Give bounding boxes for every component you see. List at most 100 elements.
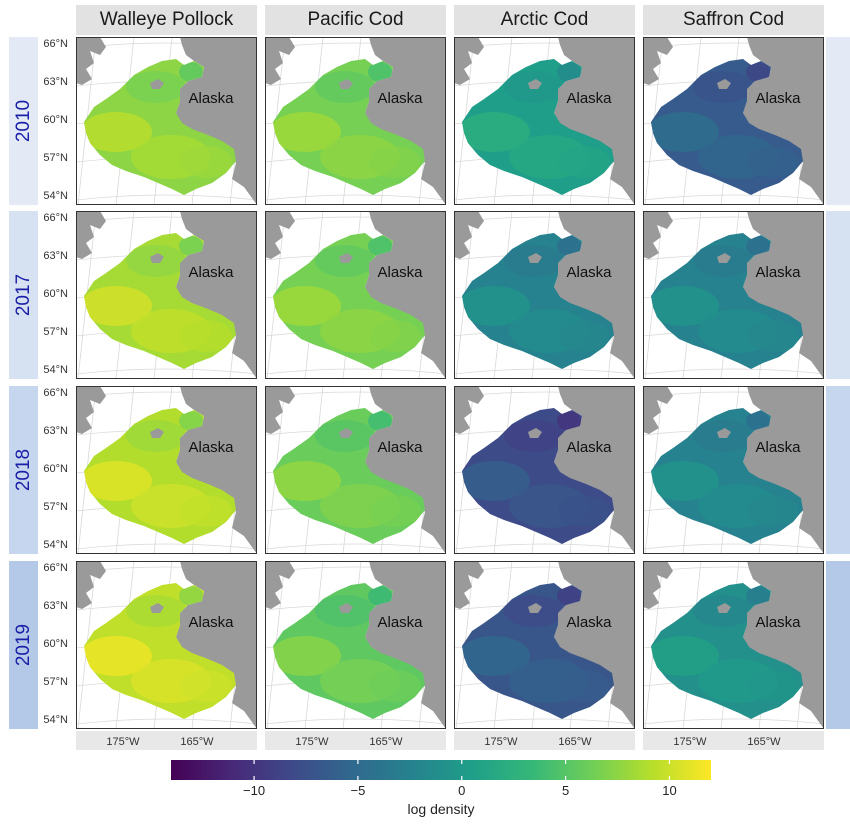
map-canvas: Alaska bbox=[265, 561, 446, 729]
alaska-landmass bbox=[743, 561, 824, 729]
density-patch bbox=[180, 670, 232, 702]
density-patch bbox=[651, 461, 719, 501]
russia-landmass bbox=[76, 386, 106, 434]
density-patch bbox=[747, 146, 799, 178]
lat-tick-label: 60°N bbox=[43, 463, 68, 475]
russia-landmass bbox=[643, 386, 673, 434]
lat-tick-label: 54°N bbox=[43, 539, 68, 551]
density-patch bbox=[746, 411, 770, 431]
column-header-saffron-cod: Saffron Cod bbox=[643, 5, 824, 35]
panel-border bbox=[265, 37, 446, 205]
density-patch bbox=[369, 495, 421, 527]
panel-border bbox=[76, 561, 257, 729]
alaska-label: Alaska bbox=[755, 439, 801, 456]
colorbar-tick-label: −5 bbox=[350, 783, 366, 798]
x-axis-band bbox=[643, 731, 824, 750]
lat-tick-label: 66°N bbox=[43, 38, 68, 50]
lat-tick-label: 60°N bbox=[43, 288, 68, 300]
alaska-landmass bbox=[365, 561, 446, 729]
row-header-2018: 2018 bbox=[9, 386, 38, 554]
map-canvas: Alaska bbox=[265, 211, 446, 379]
density-patch bbox=[273, 112, 341, 152]
map-panel-pacific-cod-2018: Alaska bbox=[265, 386, 446, 554]
x-axis-band bbox=[76, 731, 257, 750]
island bbox=[528, 253, 542, 263]
lat-tick-label: 54°N bbox=[43, 190, 68, 202]
map-canvas: Alaska bbox=[643, 37, 824, 205]
density-patch bbox=[179, 62, 203, 82]
panel-border bbox=[643, 37, 824, 205]
map-panel-walleye-pollock-2017: Alaska bbox=[76, 211, 257, 379]
map-canvas: Alaska bbox=[265, 386, 446, 554]
alaska-label: Alaska bbox=[377, 439, 423, 456]
density-patch bbox=[84, 636, 152, 676]
lat-tick-label: 54°N bbox=[43, 364, 68, 376]
panel-border bbox=[643, 211, 824, 379]
density-patch bbox=[368, 586, 392, 606]
row-right-band-2010 bbox=[826, 37, 850, 205]
map-panel-saffron-cod-2017: Alaska bbox=[643, 211, 824, 379]
alaska-label: Alaska bbox=[188, 439, 234, 456]
panel-border bbox=[76, 386, 257, 554]
lon-tick-label: 175°W bbox=[295, 736, 329, 748]
lat-tick-label: 63°N bbox=[43, 425, 68, 437]
lon-tick-label: 165°W bbox=[369, 736, 403, 748]
russia-landmass bbox=[454, 561, 484, 609]
russia-landmass bbox=[454, 211, 484, 259]
map-canvas: Alaska bbox=[454, 211, 635, 379]
island bbox=[528, 603, 542, 613]
alaska-landmass bbox=[176, 386, 257, 554]
russia-landmass bbox=[265, 211, 295, 259]
alaska-label: Alaska bbox=[188, 614, 234, 631]
island bbox=[528, 428, 542, 438]
density-patch bbox=[462, 636, 530, 676]
map-canvas: Alaska bbox=[76, 561, 257, 729]
density-patch bbox=[273, 461, 341, 501]
alaska-label: Alaska bbox=[188, 90, 234, 107]
column-header-arctic-cod: Arctic Cod bbox=[454, 5, 635, 35]
alaska-label: Alaska bbox=[188, 264, 234, 281]
map-panel-arctic-cod-2017: Alaska bbox=[454, 211, 635, 379]
map-canvas: Alaska bbox=[76, 386, 257, 554]
density-patch bbox=[651, 636, 719, 676]
density-patch bbox=[180, 495, 232, 527]
density-patch bbox=[179, 411, 203, 431]
island bbox=[717, 428, 731, 438]
island bbox=[717, 79, 731, 89]
alaska-landmass bbox=[554, 386, 635, 554]
map-panel-pacific-cod-2010: Alaska bbox=[265, 37, 446, 205]
density-patch bbox=[747, 495, 799, 527]
density-patch bbox=[462, 286, 530, 326]
lat-tick-label: 63°N bbox=[43, 600, 68, 612]
alaska-landmass bbox=[743, 211, 824, 379]
alaska-landmass bbox=[743, 386, 824, 554]
map-panel-saffron-cod-2010: Alaska bbox=[643, 37, 824, 205]
alaska-landmass bbox=[554, 37, 635, 205]
density-patch bbox=[368, 236, 392, 256]
x-axis-band bbox=[265, 731, 446, 750]
density-patch bbox=[746, 586, 770, 606]
density-patch bbox=[368, 411, 392, 431]
colorbar-tick-label: 5 bbox=[561, 783, 570, 798]
lat-tick-label: 66°N bbox=[43, 387, 68, 399]
island bbox=[339, 253, 353, 263]
column-header-pacific-cod: Pacific Cod bbox=[265, 5, 446, 35]
russia-landmass bbox=[454, 37, 484, 85]
lat-tick-label: 54°N bbox=[43, 714, 68, 726]
panel-border bbox=[643, 561, 824, 729]
colorbar-tick-label: 10 bbox=[662, 783, 677, 798]
colorbar bbox=[171, 760, 711, 780]
density-patch bbox=[84, 286, 152, 326]
lon-tick-label: 165°W bbox=[180, 736, 214, 748]
density-patch bbox=[747, 670, 799, 702]
alaska-label: Alaska bbox=[755, 614, 801, 631]
row-right-band-2017 bbox=[826, 211, 850, 379]
density-patch bbox=[180, 320, 232, 352]
alaska-label: Alaska bbox=[755, 90, 801, 107]
island bbox=[150, 428, 164, 438]
alaska-label: Alaska bbox=[755, 264, 801, 281]
map-canvas: Alaska bbox=[76, 37, 257, 205]
lat-tick-label: 63°N bbox=[43, 250, 68, 262]
russia-landmass bbox=[265, 561, 295, 609]
alaska-label: Alaska bbox=[566, 264, 612, 281]
